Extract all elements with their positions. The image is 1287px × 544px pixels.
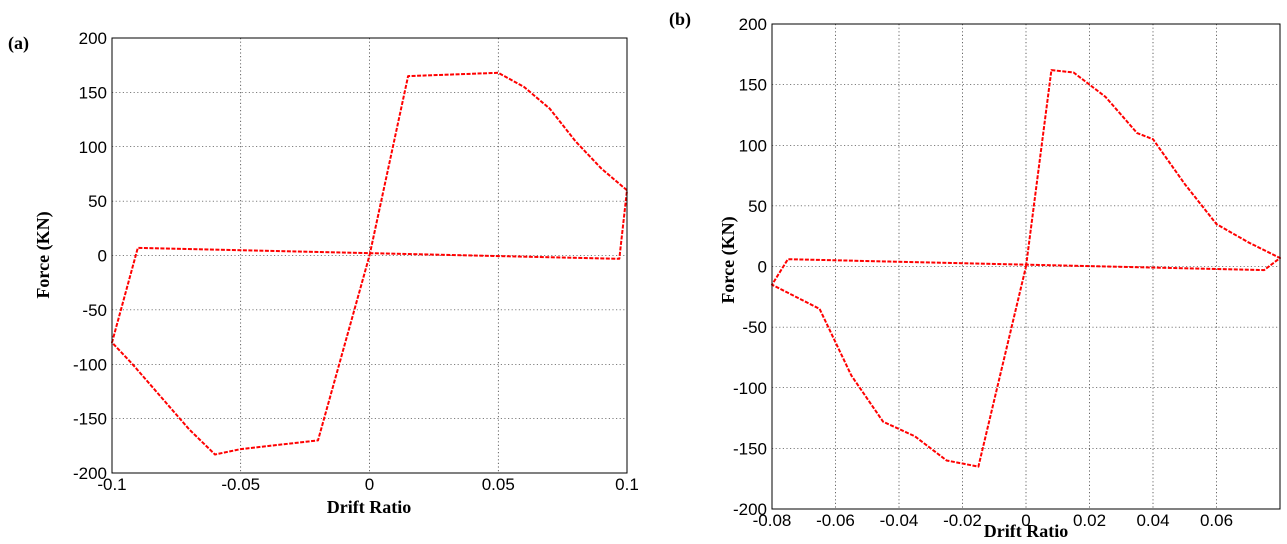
series-line-a [111,71,628,456]
y-tick-label: 0 [758,258,767,277]
y-axis-title-b: Force (KN) [718,216,739,303]
y-tick-label: -50 [742,318,767,337]
x-tick-label: -0.06 [816,511,855,530]
y-tick-label: 200 [739,15,767,34]
chart-panel-a: (a) -0.1 -0.05 0 0.05 0.1 -200 -150 -100 -50 0 50 1… [8,29,639,517]
x-tick-label: 0 [1021,511,1030,530]
x-tick-label: -0.04 [880,511,919,530]
chart-panel-b: (b) -0.08 -0.06 -0.04 -0.02 0 0.02 0.04 0.06 -20… [669,9,1281,541]
x-tick-label: -0.08 [753,511,792,530]
x-tick-label: 0.06 [1200,511,1233,530]
ticks-b: -0.08 -0.06 -0.04 -0.02 0 0.02 0.04 0.06 -200 -15… [733,15,1233,530]
ticks-a: -0.1 -0.05 0 0.05 0.1 -200 -150 -100 -50 0 50 100 15… [73,29,639,494]
series-line-b [771,69,1281,468]
y-tick-label: 150 [79,83,107,102]
hysteresis-curve-b [771,69,1281,468]
y-tick-label: 150 [739,76,767,95]
x-tick-label: 0.1 [615,475,639,494]
y-tick-label: 100 [79,138,107,157]
y-tick-label: -200 [733,500,767,519]
y-tick-label: 100 [739,136,767,155]
x-tick-label: -0.02 [943,511,982,530]
y-tick-label: -50 [82,301,107,320]
y-tick-label: 200 [79,29,107,48]
y-tick-label: -150 [733,439,767,458]
x-tick-label: -0.1 [97,475,126,494]
y-tick-label: 50 [748,197,767,216]
x-tick-label: 0.05 [482,475,515,494]
panel-label-b: (b) [669,9,691,30]
y-tick-label: -100 [73,355,107,374]
y-axis-title-a: Force (KN) [33,211,54,298]
y-tick-label: 0 [98,247,107,266]
x-tick-label: 0.02 [1073,511,1106,530]
y-tick-label: -200 [73,464,107,483]
x-axis-title-b: Drift Ratio [984,521,1068,541]
panel-label-a: (a) [8,33,29,54]
y-tick-label: -100 [733,379,767,398]
y-tick-label: 50 [88,192,107,211]
x-tick-label: -0.05 [221,475,260,494]
x-axis-title-a: Drift Ratio [327,497,411,517]
plot-frame-a [111,37,628,474]
y-tick-label: -150 [73,410,107,429]
hysteresis-curve-a [111,71,628,456]
x-tick-label: 0 [365,475,374,494]
plot-frame-b [771,23,1281,510]
x-tick-label: 0.04 [1136,511,1169,530]
